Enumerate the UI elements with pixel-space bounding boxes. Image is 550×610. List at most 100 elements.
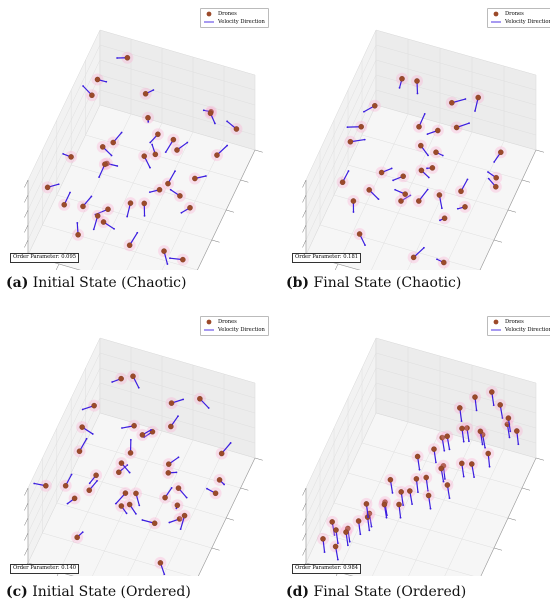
velocity-arrow-head — [465, 98, 467, 100]
legend-velocity-label: Velocity Direction — [218, 19, 265, 25]
velocity-arrow-head — [463, 476, 465, 478]
velocity-arrow-head — [206, 488, 208, 490]
drone-point — [372, 103, 377, 108]
velocity-arrow-head — [149, 167, 151, 169]
velocity-arrow-head — [428, 177, 430, 179]
velocity-arrow-head — [461, 420, 463, 422]
velocity-arrow-head — [135, 513, 137, 515]
tick-z — [303, 488, 307, 496]
drone-point — [457, 405, 462, 410]
drone-point — [76, 232, 81, 237]
panel-letter: (a) — [6, 275, 28, 291]
velocity-arrow-head — [442, 155, 444, 157]
drone-point — [100, 144, 105, 149]
velocity-arrow-head — [364, 244, 366, 246]
panel-title: Final State (Chaotic) — [314, 275, 462, 291]
drone-point — [445, 434, 450, 439]
drone-point — [111, 140, 116, 145]
velocity-arrow-head — [427, 133, 429, 135]
drone-point — [95, 77, 100, 82]
legend-drones-label: Drones — [218, 11, 237, 17]
drone-point — [333, 527, 338, 532]
drone-point — [219, 451, 224, 456]
plot-3d-final-chaotic — [280, 0, 550, 270]
legend: Drones Velocity Direction — [487, 316, 550, 336]
drone-point — [89, 93, 94, 98]
tick-x — [536, 150, 544, 152]
drone-point — [177, 193, 182, 198]
drone-point — [401, 174, 406, 179]
velocity-arrow-head — [474, 110, 476, 112]
drone-point — [459, 426, 464, 431]
tick-z — [24, 488, 28, 496]
drone-marker-icon — [491, 10, 501, 18]
velocity-arrow-head — [151, 144, 153, 146]
drone-point — [458, 189, 463, 194]
velocity-arrow-head — [349, 541, 351, 543]
velocity-arrow-head — [394, 189, 396, 191]
tick-x — [255, 458, 263, 460]
velocity-arrow-head — [58, 183, 60, 185]
velocity-arrow-head — [400, 517, 402, 519]
panel-title: Initial State (Ordered) — [32, 584, 191, 600]
velocity-arrow-head — [223, 484, 225, 486]
tick-z — [24, 503, 28, 511]
velocity-arrow-head — [435, 461, 437, 463]
drone-point — [182, 513, 187, 518]
drone-point — [128, 450, 133, 455]
velocity-arrow-head — [138, 387, 140, 389]
tick-z — [24, 180, 28, 188]
panel-caption: (d) Final State (Ordered) — [286, 584, 466, 600]
velocity-arrow-head — [82, 85, 84, 87]
velocity-arrow-head — [347, 544, 349, 546]
drone-point — [217, 477, 222, 482]
panel-final-ordered: Drones Velocity Direction Order Paramete… — [280, 308, 550, 610]
drone-point — [442, 216, 447, 221]
legend-drones-label: Drones — [218, 319, 237, 325]
velocity-arrow-head — [439, 219, 441, 221]
velocity-arrow-head — [167, 263, 169, 265]
velocity-arrow-head — [180, 528, 182, 530]
tick-x — [212, 240, 220, 242]
drone-point — [399, 76, 404, 81]
drone-point — [506, 416, 511, 421]
velocity-arrow-head — [89, 482, 91, 484]
drone-point — [431, 447, 436, 452]
drone-point — [119, 503, 124, 508]
drone-point — [435, 128, 440, 133]
drone-point — [403, 192, 408, 197]
tick-z — [303, 225, 307, 233]
drone-point — [340, 180, 345, 185]
drone-point — [348, 139, 353, 144]
velocity-arrow-head — [468, 122, 470, 124]
drone-point — [459, 461, 464, 466]
tick-z — [24, 210, 28, 218]
panel-initial-chaotic: Drones Velocity Direction Order Paramete… — [0, 0, 275, 302]
drone-point — [364, 501, 369, 506]
velocity-arrow-head — [121, 132, 123, 134]
legend-drone-dot — [494, 12, 499, 17]
drone-point — [197, 396, 202, 401]
drone-point — [119, 461, 124, 466]
velocity-arrow-head — [182, 398, 184, 400]
panel-caption: (a) Initial State (Chaotic) — [6, 275, 186, 291]
drone-point — [333, 544, 338, 549]
drone-point — [424, 475, 429, 480]
drone-marker-icon — [204, 10, 214, 18]
drone-point — [514, 428, 519, 433]
velocity-arrow-head — [177, 415, 179, 417]
velocity-arrow-head — [436, 258, 438, 260]
tick-x — [494, 240, 502, 242]
drone-point — [72, 496, 77, 501]
velocity-arrow-head — [417, 93, 419, 95]
panel-initial-ordered: Drones Velocity Direction Order Paramete… — [0, 308, 275, 610]
velocity-arrow-head — [430, 508, 432, 510]
velocity-arrow-head — [186, 497, 188, 499]
velocity-arrow-head — [126, 512, 128, 514]
drone-point — [419, 168, 424, 173]
drone-point — [131, 423, 136, 428]
velocity-arrow-head — [467, 178, 469, 180]
velocity-arrow-head — [147, 121, 149, 123]
velocity-arrow-head — [473, 476, 475, 478]
drone-point — [125, 55, 130, 60]
